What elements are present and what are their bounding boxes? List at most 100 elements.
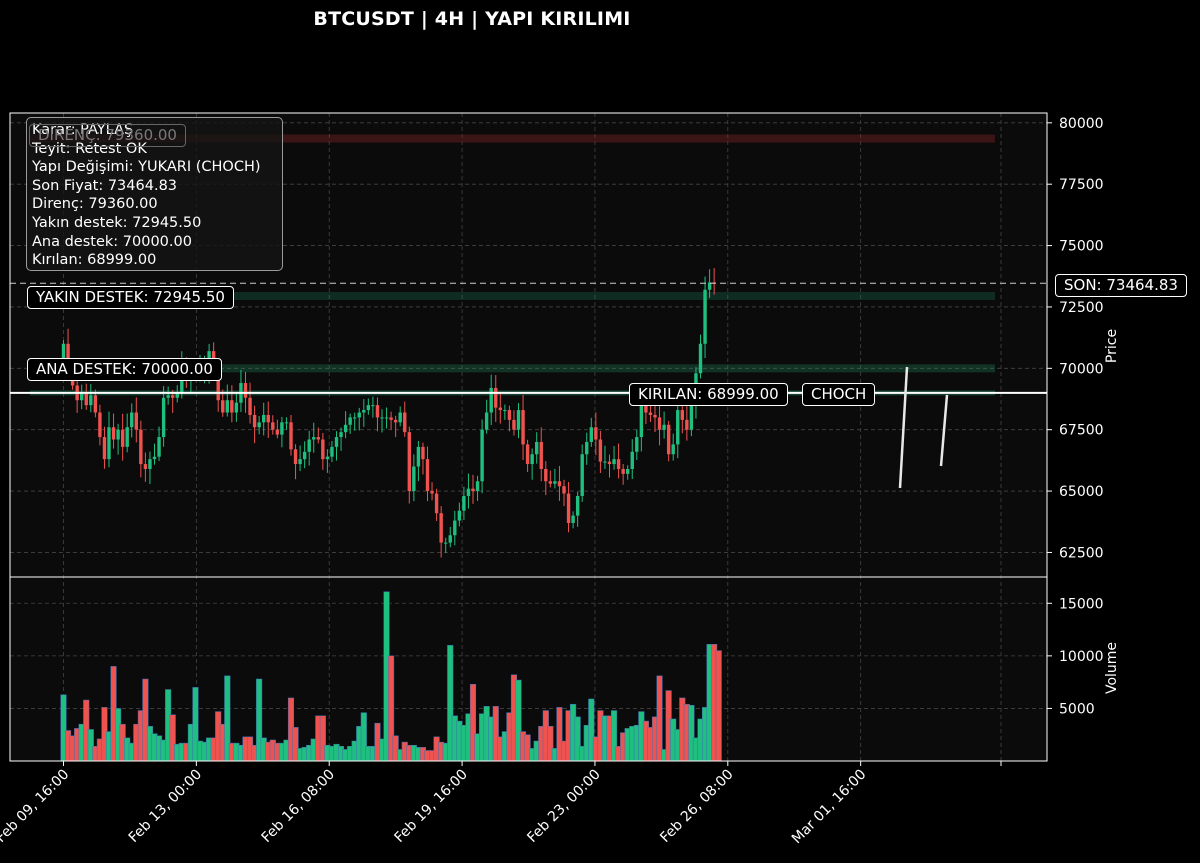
- candle-body: [466, 488, 471, 496]
- info-line-structure-change: Yapı Değişimi: YUKARI (CHOCH): [32, 159, 261, 176]
- x-tick-label: Mar 01, 16:00: [789, 767, 870, 848]
- candle-body: [648, 412, 653, 415]
- candle-body: [166, 395, 170, 398]
- candle-body: [216, 370, 220, 401]
- candle-body: [98, 412, 102, 438]
- candle-body: [562, 486, 566, 494]
- candle-body: [139, 429, 143, 465]
- x-tick-label: Feb 19, 16:00: [391, 767, 470, 846]
- candle-body: [375, 405, 380, 418]
- info-line-resistance: Direnç: 79360.00: [32, 196, 158, 213]
- candle-body: [316, 437, 320, 440]
- broken-level-label: KIRILAN: 68999.00: [629, 383, 788, 406]
- candle-body: [475, 481, 480, 492]
- main-support-label: ANA DESTEK: 70000.00: [27, 358, 222, 381]
- candle-body: [707, 282, 712, 290]
- candle-body: [298, 459, 302, 465]
- candle-body: [348, 417, 352, 425]
- candle-body: [616, 459, 621, 469]
- x-tick-label: Feb 09, 16:00: [0, 767, 72, 846]
- candle-body: [357, 412, 361, 418]
- price-tick-label: 70000: [1059, 361, 1104, 377]
- candle-body: [230, 400, 234, 413]
- candle-body: [61, 343, 66, 364]
- info-box: Karar: PAYLAŞ Teyit: Retest OK Yapı Deği…: [26, 117, 283, 271]
- resistance-level-label: DİRENÇ: 79360.00: [29, 124, 186, 147]
- candle-body: [148, 459, 152, 469]
- candle-body: [530, 454, 534, 465]
- candle-body: [635, 437, 639, 452]
- candle-body: [130, 412, 134, 428]
- structure-swing-line: [939, 394, 949, 467]
- candle-body: [321, 439, 325, 460]
- candle-body: [594, 427, 598, 440]
- candle-body: [80, 392, 84, 401]
- main-support-zone: [30, 364, 995, 373]
- candle-body: [621, 468, 625, 474]
- volume-tick-label: 15000: [1059, 596, 1104, 612]
- candle-body: [293, 449, 298, 465]
- candle-body: [111, 427, 116, 440]
- candle-body: [535, 441, 539, 455]
- candle-body: [498, 407, 502, 411]
- candle-body: [330, 446, 334, 457]
- candle-body: [671, 444, 675, 455]
- candle-body: [262, 414, 266, 423]
- candle-body: [266, 414, 270, 423]
- candle-body: [221, 400, 225, 413]
- candle-body: [134, 412, 138, 430]
- candle-body: [489, 387, 493, 413]
- candle-body: [93, 395, 98, 413]
- candle-body: [698, 343, 703, 374]
- candle-body: [143, 464, 148, 469]
- candle-body: [380, 417, 384, 419]
- candle-body: [512, 419, 516, 430]
- info-line-confirmation: Teyit: Retest OK: [32, 140, 147, 157]
- volume-panel-frame: [9, 576, 1048, 762]
- candle-body: [589, 427, 593, 442]
- candle-body: [430, 491, 434, 494]
- candle-body: [685, 419, 689, 430]
- candle-body: [644, 400, 648, 413]
- candle-body: [503, 410, 507, 412]
- candle-body: [175, 392, 179, 398]
- chart-title: BTCUSDT | 4H | YAPI KIRILIMI: [313, 8, 631, 30]
- candle-body: [448, 535, 452, 543]
- candle-body: [302, 451, 307, 460]
- choch-label: CHOCH: [802, 383, 876, 406]
- info-line-decision: Karar: PAYLAŞ: [32, 122, 134, 138]
- info-line-broken: Kırılan: 68999.00: [32, 252, 157, 269]
- candle-body: [434, 493, 439, 514]
- near-support-label: YAKIN DESTEK: 72945.50: [27, 286, 234, 309]
- price-tick-label: 65000: [1059, 484, 1104, 500]
- candle-body: [662, 424, 666, 430]
- candle-body: [384, 417, 389, 419]
- candle-body: [626, 468, 630, 474]
- candle-body: [507, 410, 512, 420]
- candle-body: [516, 410, 521, 430]
- candle-body: [289, 422, 293, 450]
- candle-body: [598, 439, 603, 462]
- candle-body: [343, 424, 348, 433]
- volume-tick-label: 10000: [1059, 649, 1104, 665]
- candle-body: [257, 422, 261, 428]
- candle-body: [393, 419, 398, 423]
- candle-body: [666, 424, 671, 455]
- candle-body: [421, 446, 425, 460]
- candle-body: [585, 441, 589, 455]
- candle-body: [84, 392, 88, 406]
- x-tick-label: Feb 26, 08:00: [657, 767, 736, 846]
- candle-body: [680, 410, 684, 420]
- x-tick-label: Feb 13, 00:00: [126, 767, 205, 846]
- candle-body: [252, 414, 257, 428]
- price-tick-label: 75000: [1059, 239, 1104, 255]
- candle-body: [334, 437, 339, 447]
- candle-body: [389, 417, 393, 420]
- candle-body: [453, 520, 457, 536]
- candle-body: [403, 412, 407, 433]
- candle-body: [416, 446, 421, 467]
- candle-body: [553, 481, 557, 484]
- candle-body: [120, 429, 125, 447]
- candle-body: [243, 383, 248, 398]
- volume-panel: [10, 577, 1047, 761]
